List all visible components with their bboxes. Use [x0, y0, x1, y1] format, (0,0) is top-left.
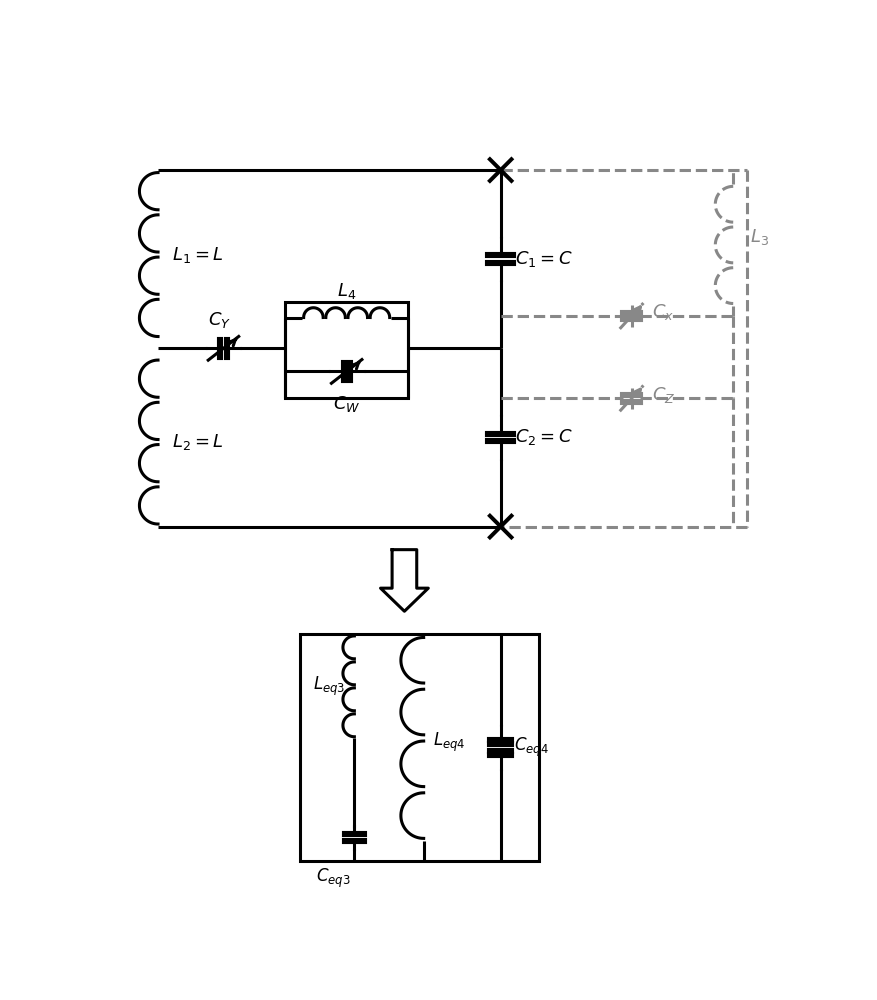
Text: $C_x$: $C_x$ [652, 302, 674, 322]
Text: $C_2=C$: $C_2=C$ [515, 427, 572, 447]
Text: $L_4$: $L_4$ [337, 281, 356, 301]
Text: $C_{eq4}$: $C_{eq4}$ [514, 736, 549, 759]
Text: $C_W$: $C_W$ [333, 394, 360, 414]
Text: $C_Y$: $C_Y$ [208, 310, 232, 330]
Text: $L_1=L$: $L_1=L$ [172, 245, 224, 265]
Text: $L_2=L$: $L_2=L$ [172, 432, 224, 452]
Text: $C_1=C$: $C_1=C$ [515, 249, 572, 269]
Text: $L_{eq4}$: $L_{eq4}$ [433, 731, 466, 754]
Text: $C_{eq3}$: $C_{eq3}$ [316, 867, 351, 890]
Text: $C_Z$: $C_Z$ [652, 385, 676, 405]
Polygon shape [381, 550, 428, 611]
Text: $L_{eq3}$: $L_{eq3}$ [313, 675, 346, 698]
Text: $L_3$: $L_3$ [750, 227, 769, 247]
